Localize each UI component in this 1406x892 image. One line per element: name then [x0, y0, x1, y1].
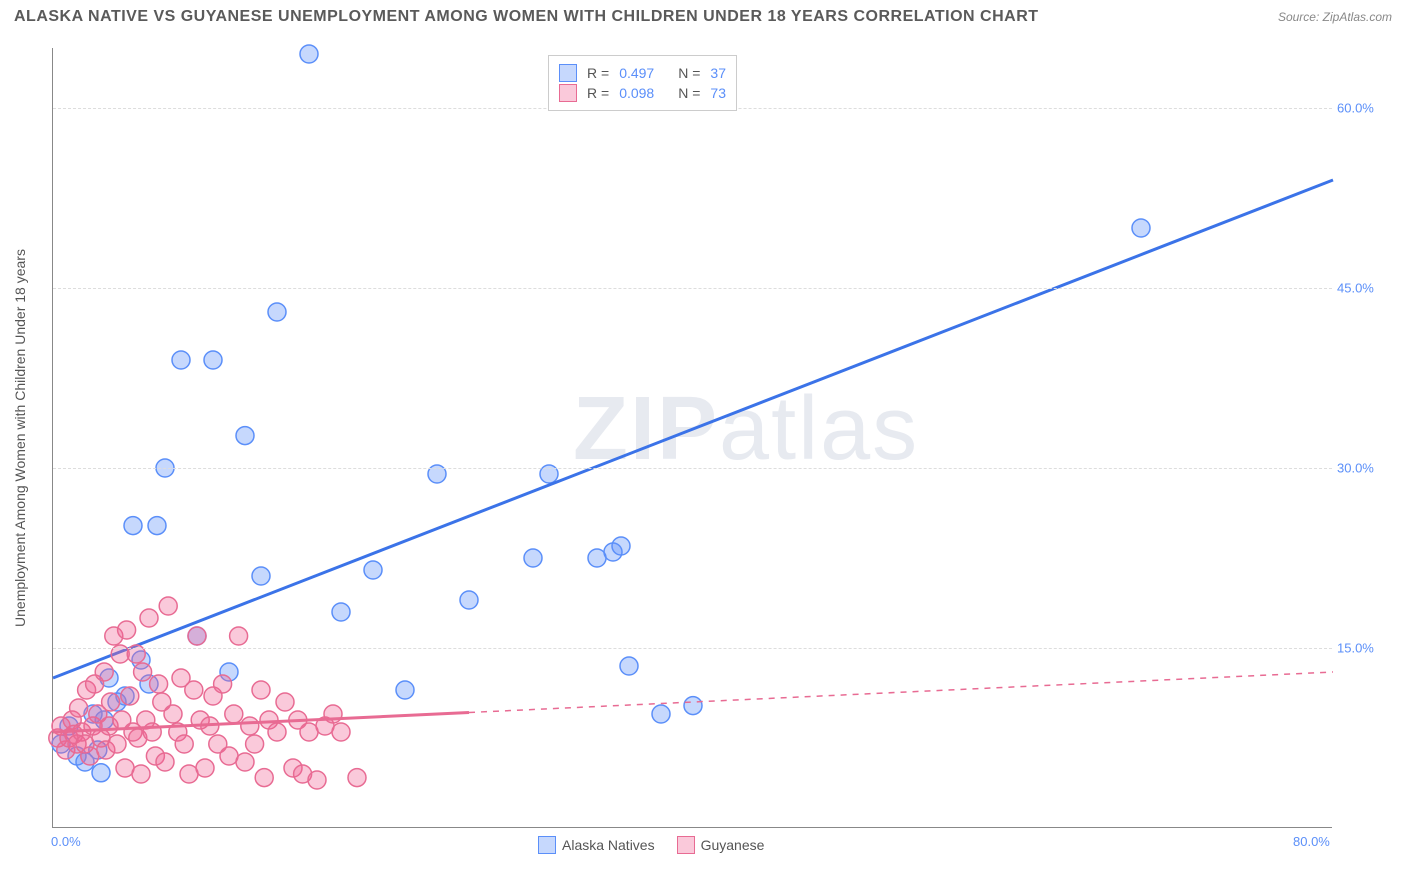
data-point	[108, 735, 126, 753]
y-tick-label: 30.0%	[1337, 461, 1392, 476]
trend-line-dashed	[469, 672, 1333, 713]
stat-n-value: 73	[710, 85, 726, 101]
data-point	[276, 693, 294, 711]
data-point	[188, 627, 206, 645]
data-point	[252, 681, 270, 699]
data-point	[246, 735, 264, 753]
data-point	[175, 735, 193, 753]
data-point	[92, 764, 110, 782]
stat-r-value: 0.497	[619, 65, 654, 81]
source-attribution: Source: ZipAtlas.com	[1278, 10, 1392, 24]
data-point	[396, 681, 414, 699]
title-bar: ALASKA NATIVE VS GUYANESE UNEMPLOYMENT A…	[14, 8, 1392, 26]
data-point	[308, 771, 326, 789]
data-point	[121, 687, 139, 705]
data-point	[70, 699, 88, 717]
data-point	[118, 621, 136, 639]
x-tick-label: 0.0%	[51, 834, 81, 849]
data-point	[225, 705, 243, 723]
data-point	[300, 45, 318, 63]
data-point	[652, 705, 670, 723]
data-point	[230, 627, 248, 645]
y-tick-label: 15.0%	[1337, 641, 1392, 656]
data-point	[132, 765, 150, 783]
data-point	[150, 675, 168, 693]
data-point	[332, 723, 350, 741]
chart-title: ALASKA NATIVE VS GUYANESE UNEMPLOYMENT A…	[14, 8, 1039, 26]
legend-stat-row: R = 0.497 N = 37	[559, 64, 726, 82]
scatter-plot-area: ZIPatlas 15.0%30.0%45.0%60.0%0.0%80.0%	[52, 48, 1332, 828]
data-point	[364, 561, 382, 579]
data-point	[95, 663, 113, 681]
gridline	[53, 648, 1332, 649]
data-point	[124, 517, 142, 535]
y-axis-title: Unemployment Among Women with Children U…	[12, 228, 28, 648]
data-point	[196, 759, 214, 777]
legend-series-item: Guyanese	[677, 836, 765, 854]
data-point	[102, 693, 120, 711]
data-point	[252, 567, 270, 585]
legend-swatch	[677, 836, 695, 854]
data-point	[134, 663, 152, 681]
data-point	[460, 591, 478, 609]
legend-series-label: Guyanese	[701, 837, 765, 853]
stat-n-label: N =	[678, 85, 700, 101]
stat-r-value: 0.098	[619, 85, 654, 101]
data-point	[204, 351, 222, 369]
stat-n-value: 37	[710, 65, 726, 81]
data-point	[348, 769, 366, 787]
data-point	[236, 427, 254, 445]
data-point	[612, 537, 630, 555]
gridline	[53, 288, 1332, 289]
legend-swatch	[559, 64, 577, 82]
x-tick-label: 80.0%	[1293, 834, 1330, 849]
data-point	[214, 675, 232, 693]
correlation-legend: R = 0.497 N = 37 R = 0.098 N = 73	[548, 55, 737, 111]
stat-r-label: R =	[587, 85, 609, 101]
data-point	[524, 549, 542, 567]
data-point	[140, 609, 158, 627]
legend-series-label: Alaska Natives	[562, 837, 655, 853]
data-point	[156, 753, 174, 771]
legend-stat-row: R = 0.098 N = 73	[559, 84, 726, 102]
data-point	[332, 603, 350, 621]
y-tick-label: 45.0%	[1337, 281, 1392, 296]
data-point	[268, 303, 286, 321]
plot-svg	[53, 48, 1333, 828]
legend-swatch	[559, 84, 577, 102]
data-point	[620, 657, 638, 675]
data-point	[159, 597, 177, 615]
series-legend: Alaska Natives Guyanese	[538, 836, 764, 854]
data-point	[164, 705, 182, 723]
y-tick-label: 60.0%	[1337, 101, 1392, 116]
data-point	[241, 717, 259, 735]
data-point	[255, 769, 273, 787]
data-point	[268, 723, 286, 741]
data-point	[236, 753, 254, 771]
data-point	[185, 681, 203, 699]
data-point	[684, 697, 702, 715]
data-point	[148, 517, 166, 535]
data-point	[1132, 219, 1150, 237]
stat-r-label: R =	[587, 65, 609, 81]
data-point	[172, 351, 190, 369]
legend-series-item: Alaska Natives	[538, 836, 655, 854]
legend-swatch	[538, 836, 556, 854]
gridline	[53, 468, 1332, 469]
stat-n-label: N =	[678, 65, 700, 81]
